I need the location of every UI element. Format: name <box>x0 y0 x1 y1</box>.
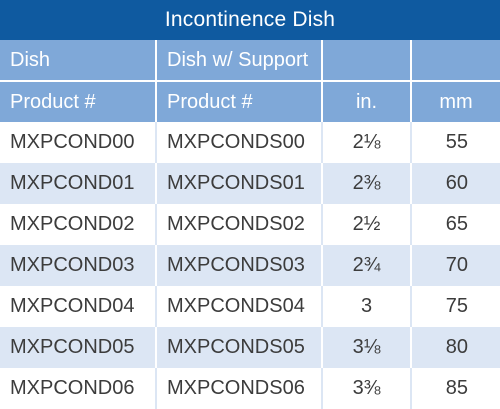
table-row: MXPCOND03 MXPCONDS03 2¾ 70 <box>0 245 500 286</box>
header-cell: Dish <box>0 40 157 80</box>
header-cell: Product # <box>157 82 323 122</box>
header-cell: Dish w/ Support <box>157 40 323 80</box>
table-row: MXPCOND01 MXPCONDS01 2⅜ 60 <box>0 163 500 204</box>
dish-support-product-cell: MXPCONDS03 <box>157 245 323 286</box>
dish-support-product-cell: MXPCONDS04 <box>157 286 323 327</box>
table-title: Incontinence Dish <box>0 0 500 40</box>
size-in-cell: 2¾ <box>323 245 412 286</box>
dish-product-cell: MXPCOND02 <box>0 204 157 245</box>
dish-product-cell: MXPCOND04 <box>0 286 157 327</box>
size-mm-cell: 65 <box>412 204 500 245</box>
size-in-cell: 2⅜ <box>323 163 412 204</box>
size-mm-cell: 85 <box>412 368 500 409</box>
header-cell <box>412 40 500 80</box>
size-in-cell: 3⅛ <box>323 327 412 368</box>
dish-product-cell: MXPCOND01 <box>0 163 157 204</box>
dish-support-product-cell: MXPCONDS01 <box>157 163 323 204</box>
dish-product-cell: MXPCOND00 <box>0 122 157 163</box>
size-mm-cell: 60 <box>412 163 500 204</box>
header-row-2: Product # Product # in. mm <box>0 82 500 122</box>
size-in-cell: 3⅜ <box>323 368 412 409</box>
header-cell: mm <box>412 82 500 122</box>
dish-support-product-cell: MXPCONDS06 <box>157 368 323 409</box>
size-in-cell: 3 <box>323 286 412 327</box>
table-row: MXPCOND04 MXPCONDS04 3 75 <box>0 286 500 327</box>
header-cell <box>323 40 412 80</box>
size-in-cell: 2½ <box>323 204 412 245</box>
header-cell: Product # <box>0 82 157 122</box>
table-body: MXPCOND00 MXPCONDS00 2⅛ 55 MXPCOND01 MXP… <box>0 122 500 409</box>
header-cell: in. <box>323 82 412 122</box>
table-row: MXPCOND06 MXPCONDS06 3⅜ 85 <box>0 368 500 409</box>
size-mm-cell: 80 <box>412 327 500 368</box>
size-mm-cell: 55 <box>412 122 500 163</box>
dish-support-product-cell: MXPCONDS02 <box>157 204 323 245</box>
dish-product-cell: MXPCOND05 <box>0 327 157 368</box>
dish-product-cell: MXPCOND03 <box>0 245 157 286</box>
dish-product-cell: MXPCOND06 <box>0 368 157 409</box>
table-row: MXPCOND00 MXPCONDS00 2⅛ 55 <box>0 122 500 163</box>
size-mm-cell: 70 <box>412 245 500 286</box>
size-in-cell: 2⅛ <box>323 122 412 163</box>
dish-support-product-cell: MXPCONDS00 <box>157 122 323 163</box>
header-row-1: Dish Dish w/ Support <box>0 40 500 82</box>
table-row: MXPCOND02 MXPCONDS02 2½ 65 <box>0 204 500 245</box>
dish-support-product-cell: MXPCONDS05 <box>157 327 323 368</box>
table-row: MXPCOND05 MXPCONDS05 3⅛ 80 <box>0 327 500 368</box>
size-mm-cell: 75 <box>412 286 500 327</box>
